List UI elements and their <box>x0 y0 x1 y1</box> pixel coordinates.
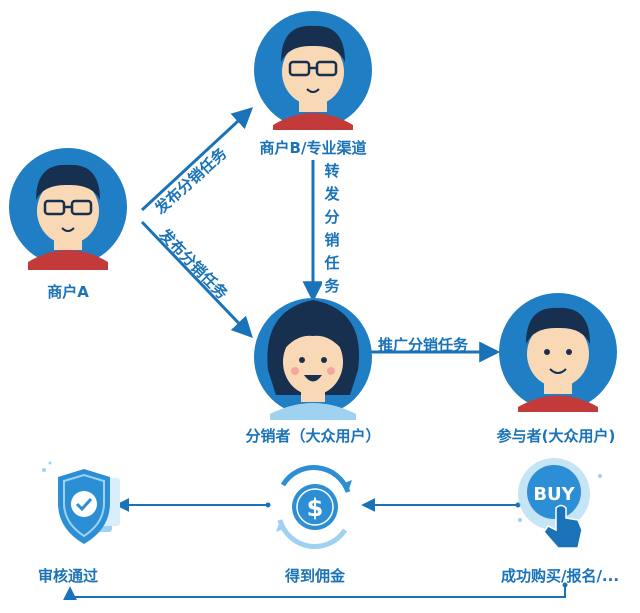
merchant-a-avatar <box>9 148 127 270</box>
merchant-a-label: 商户A <box>47 283 89 301</box>
distributor-avatar <box>254 298 372 420</box>
arrow-a-to-b <box>140 107 254 212</box>
dollar-cycle-icon: $ <box>276 465 352 549</box>
merchant-b-avatar <box>254 11 372 130</box>
edge-label-forward-task: 转发分销任务 <box>322 160 342 298</box>
arrow-purchase-loop-to-approved <box>63 585 566 601</box>
buy-button-icon: BUY <box>518 458 602 549</box>
purchase-label: 成功购买/报名/... <box>500 567 620 585</box>
svg-text:BUY: BUY <box>533 484 575 505</box>
distributor-label: 分销者（大众用户） <box>245 427 381 445</box>
participant-avatar <box>499 293 617 412</box>
approved-label: 审核通过 <box>37 567 99 585</box>
edge-label-promote-task: 推广分销任务 <box>378 336 469 354</box>
shield-check-icon <box>42 461 120 544</box>
svg-text:$: $ <box>307 494 324 522</box>
arrow-a-to-distributor <box>140 220 253 339</box>
participant-label: 参与者(大众用户) <box>496 427 616 445</box>
merchant-b-label: 商户B/专业渠道 <box>259 139 367 157</box>
commission-label: 得到佣金 <box>284 567 346 585</box>
